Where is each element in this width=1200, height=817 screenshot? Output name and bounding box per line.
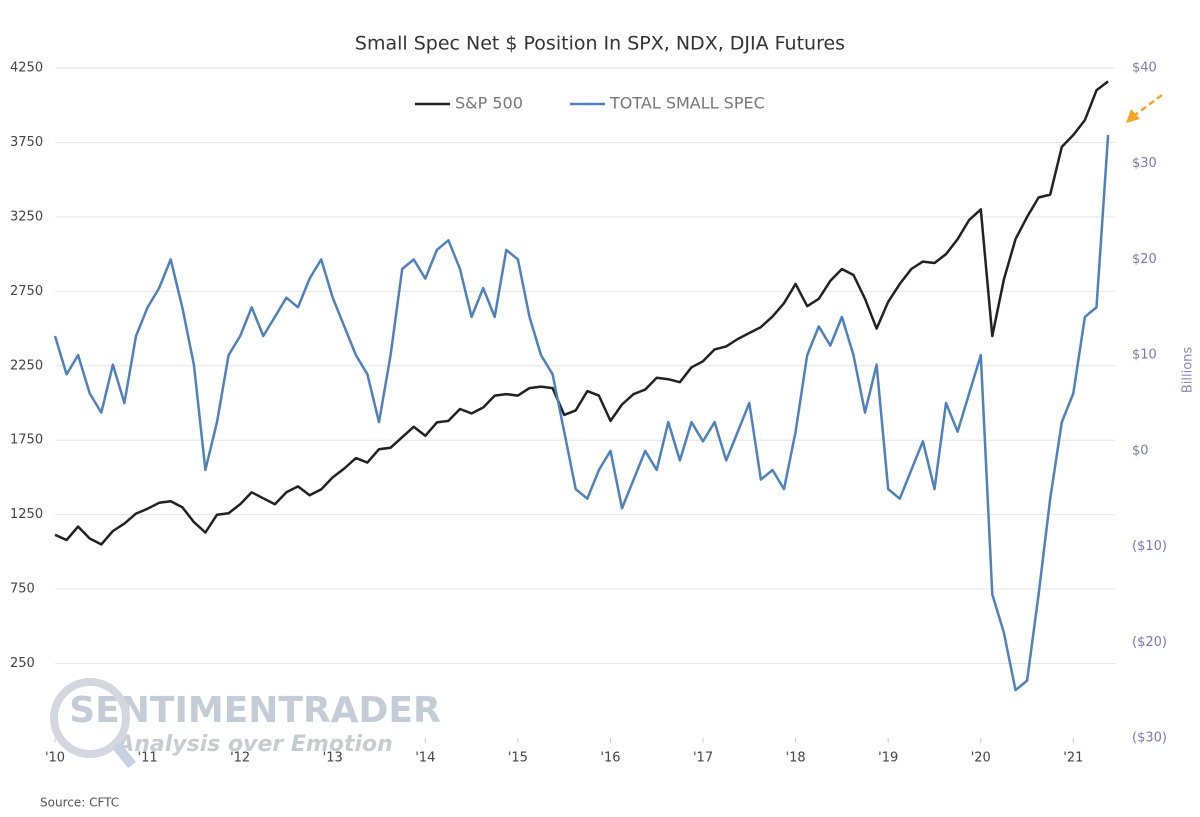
y-tick-label: 1250 [10, 507, 43, 522]
watermark: SENTIMENTRADER [69, 690, 440, 731]
arrow-head [1126, 109, 1140, 123]
x-tick-label: '10 [45, 751, 65, 766]
y-tick-label: 2750 [10, 284, 43, 299]
watermark-tagline: Analysis over Emotion [115, 732, 393, 757]
chart-title: Small Spec Net $ Position In SPX, NDX, D… [355, 33, 845, 55]
x-tick-label: '14 [415, 751, 435, 766]
y-tick-label: 3750 [10, 135, 43, 150]
x-tick-label: '19 [878, 751, 898, 766]
watermark-logo [50, 678, 130, 758]
y-tick-label: 4250 [10, 61, 43, 76]
legend-label: TOTAL SMALL SPEC [609, 94, 765, 113]
y2-tick-label: ($20) [1132, 635, 1167, 650]
y2-tick-label: $0 [1132, 443, 1149, 458]
y-tick-label: 750 [10, 582, 35, 597]
x-tick-label: '12 [230, 751, 250, 766]
y-tick-label: 2250 [10, 358, 43, 373]
y2-axis-title: Billions [1181, 347, 1196, 394]
y2-tick-label: $10 [1132, 348, 1157, 363]
line [54, 80, 1109, 546]
x-tick-label: '16 [600, 751, 620, 766]
y2-tick-label: ($10) [1132, 539, 1167, 554]
x-tick-label: '21 [1063, 751, 1083, 766]
line [53, 134, 1110, 692]
x-tick-label: '11 [138, 751, 158, 766]
watermark-logo-handle [112, 741, 136, 769]
x-tick-label: '17 [693, 751, 713, 766]
y-tick-label: 1750 [10, 433, 43, 448]
y2-tick-label: $40 [1132, 61, 1157, 76]
arrow [1134, 93, 1163, 117]
y-tick-label: 3250 [10, 209, 43, 224]
x-tick-label: '18 [786, 751, 806, 766]
y2-tick-label: $20 [1132, 252, 1157, 267]
legend-label: S&P 500 [455, 94, 523, 113]
x-tick-label: '15 [508, 751, 528, 766]
y2-tick-label: $30 [1132, 156, 1157, 171]
source: Source: CFTC [40, 796, 119, 810]
y-tick-label: 250 [10, 656, 35, 671]
x-tick-label: '20 [971, 751, 991, 766]
y2-tick-label: ($30) [1132, 731, 1167, 746]
x-tick-label: '13 [323, 751, 343, 766]
